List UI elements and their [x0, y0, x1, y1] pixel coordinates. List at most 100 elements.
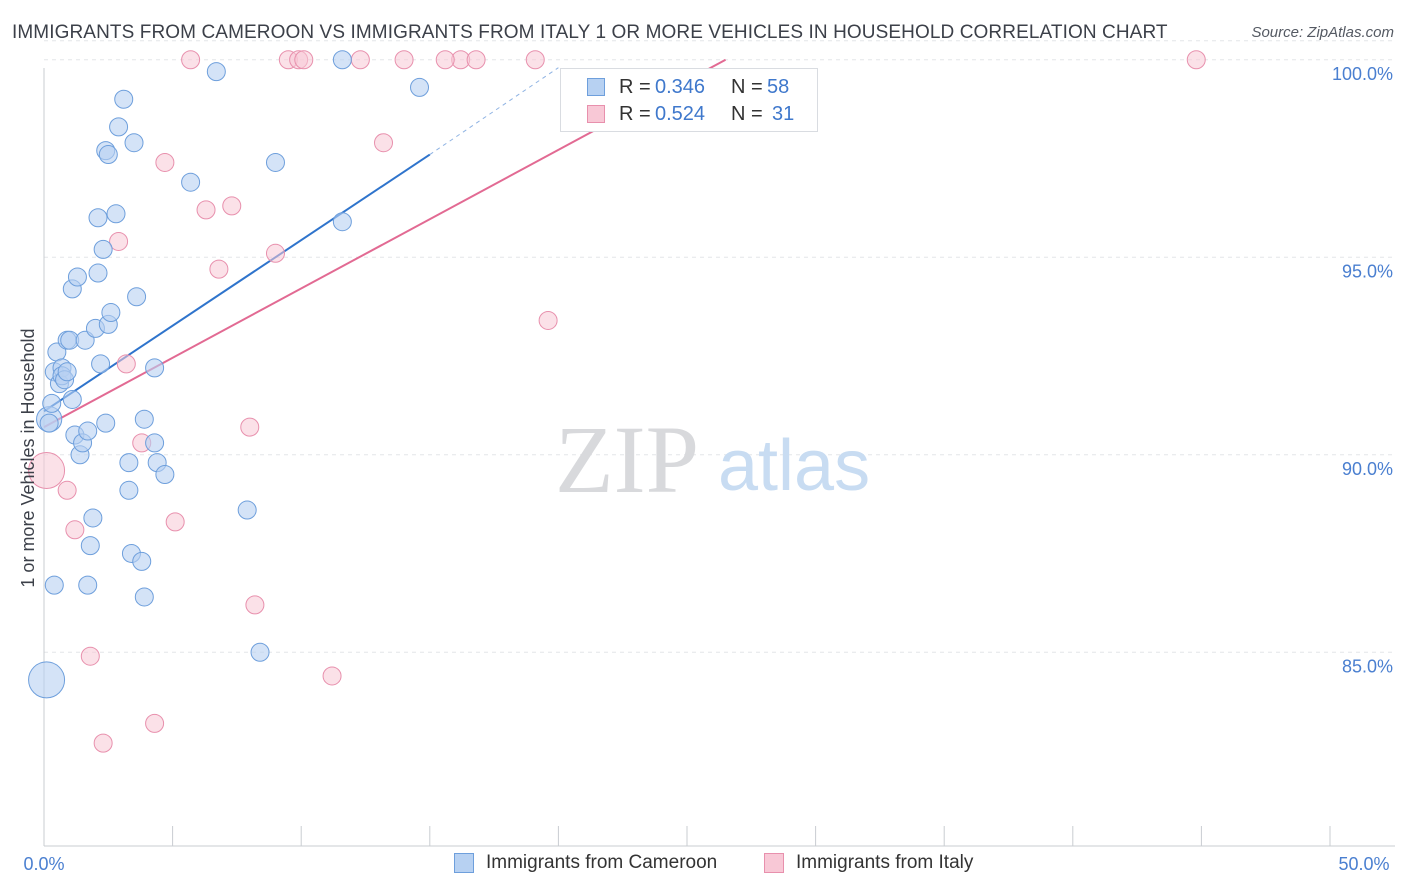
axes [43, 68, 1395, 847]
cameroon-point [28, 661, 66, 699]
cameroon-point [78, 575, 98, 595]
y-tick-label: 85.0% [1342, 656, 1393, 676]
italy-point [466, 50, 486, 70]
italy-point [435, 50, 455, 70]
cameroon-point [88, 263, 108, 283]
italy-point [93, 733, 113, 753]
cameroon-swatch [587, 78, 605, 96]
cameroon-point [250, 642, 270, 662]
cameroon-point [109, 117, 129, 137]
italy-swatch [587, 105, 605, 123]
y-tick-label: 95.0% [1342, 261, 1393, 281]
cameroon-point [91, 354, 111, 374]
italy-point [245, 595, 265, 615]
cameroon-point [83, 508, 103, 528]
legend-n-value: 31 [772, 103, 795, 125]
italy-point [57, 480, 77, 500]
cameroon-point [332, 212, 352, 232]
watermark-atlas: atlas [718, 426, 870, 506]
x-tick-label-max: 50.0% [1338, 854, 1389, 874]
italy-point [109, 231, 129, 251]
tick-labels: 85.0% 90.0% 95.0% 100.0% 0.0% 50.0% [23, 64, 1393, 874]
y-tick-label: 90.0% [1342, 459, 1393, 479]
bottom-legend-cameroon-label: Immigrants from Cameroon [486, 852, 718, 873]
cameroon-point [119, 453, 139, 473]
cameroon-point [145, 433, 165, 453]
legend-r-value: 0.346 [655, 76, 706, 98]
source-label: Source: ZipAtlas.com [1251, 24, 1394, 41]
italy-point [165, 512, 185, 532]
legend-n-value: 58 [767, 76, 790, 98]
cameroon-point [145, 358, 165, 378]
legend-n-label: N = [731, 76, 763, 98]
cameroon-point [57, 362, 77, 382]
cameroon-point [127, 287, 147, 307]
italy-point [1186, 50, 1206, 70]
cameroon-point [119, 480, 139, 500]
cameroon-point [67, 267, 87, 287]
watermark-zip: ZIP [555, 406, 699, 513]
cameroon-point [78, 421, 98, 441]
cameroon-point [134, 409, 154, 429]
cameroon-point [410, 77, 430, 97]
italy-point [222, 196, 242, 216]
chart-title: IMMIGRANTS FROM CAMEROON VS IMMIGRANTS F… [12, 22, 1168, 43]
cameroon-swatch [454, 853, 474, 873]
cameroon-point [80, 536, 100, 556]
italy-point [196, 200, 216, 220]
cameroon-point [332, 50, 352, 70]
gridlines [44, 40, 1395, 653]
cameroon-point [39, 413, 59, 433]
italy-point [265, 243, 285, 263]
watermark: ZIP atlas [555, 406, 870, 513]
italy-point [80, 646, 100, 666]
legend-row-cameroon: R = 0.346 N = 58 [561, 74, 817, 100]
cameroon-point [98, 145, 118, 165]
italy-point [294, 50, 314, 70]
stats-legend: R = 0.346 N = 58 R = 0.524 N = 31 [560, 68, 818, 132]
cameroon-point [42, 393, 62, 413]
italy-points [28, 50, 1206, 753]
legend-row-italy: R = 0.524 N = 31 [561, 101, 817, 127]
cameroon-point [181, 172, 201, 192]
italy-point [28, 452, 66, 490]
cameroon-point [88, 208, 108, 228]
italy-point [322, 666, 342, 686]
cameroon-point [114, 89, 134, 109]
italy-point [538, 310, 558, 330]
italy-point [181, 50, 201, 70]
italy-point [116, 354, 136, 374]
cameroon-trendline-extension [429, 67, 559, 155]
cameroon-point [101, 303, 121, 323]
cameroon-point [106, 204, 126, 224]
italy-point [145, 713, 165, 733]
legend-n-label: N = [731, 103, 763, 125]
italy-point [155, 152, 175, 172]
cameroon-point [124, 133, 144, 153]
cameroon-point [134, 587, 154, 607]
italy-point [525, 50, 545, 70]
cameroon-point [237, 500, 257, 520]
italy-point [209, 259, 229, 279]
italy-point [350, 50, 370, 70]
cameroon-point [155, 465, 175, 484]
bottom-legend-italy-label: Immigrants from Italy [796, 852, 974, 873]
italy-point [374, 133, 394, 153]
italy-point [240, 417, 260, 437]
legend-r-value: 0.524 [655, 103, 706, 125]
cameroon-point [132, 551, 152, 571]
y-tick-label: 100.0% [1332, 64, 1393, 84]
italy-point [394, 50, 414, 70]
cameroon-points [28, 50, 430, 699]
legend-r-label: R = [619, 76, 651, 98]
cameroon-point [206, 62, 226, 82]
cameroon-point [93, 239, 113, 259]
italy-swatch [764, 853, 784, 873]
legend-r-label: R = [619, 103, 651, 125]
cameroon-point [44, 575, 64, 595]
italy-point [65, 520, 85, 540]
cameroon-point [62, 389, 82, 409]
cameroon-point [265, 152, 285, 172]
cameroon-point [96, 413, 116, 433]
